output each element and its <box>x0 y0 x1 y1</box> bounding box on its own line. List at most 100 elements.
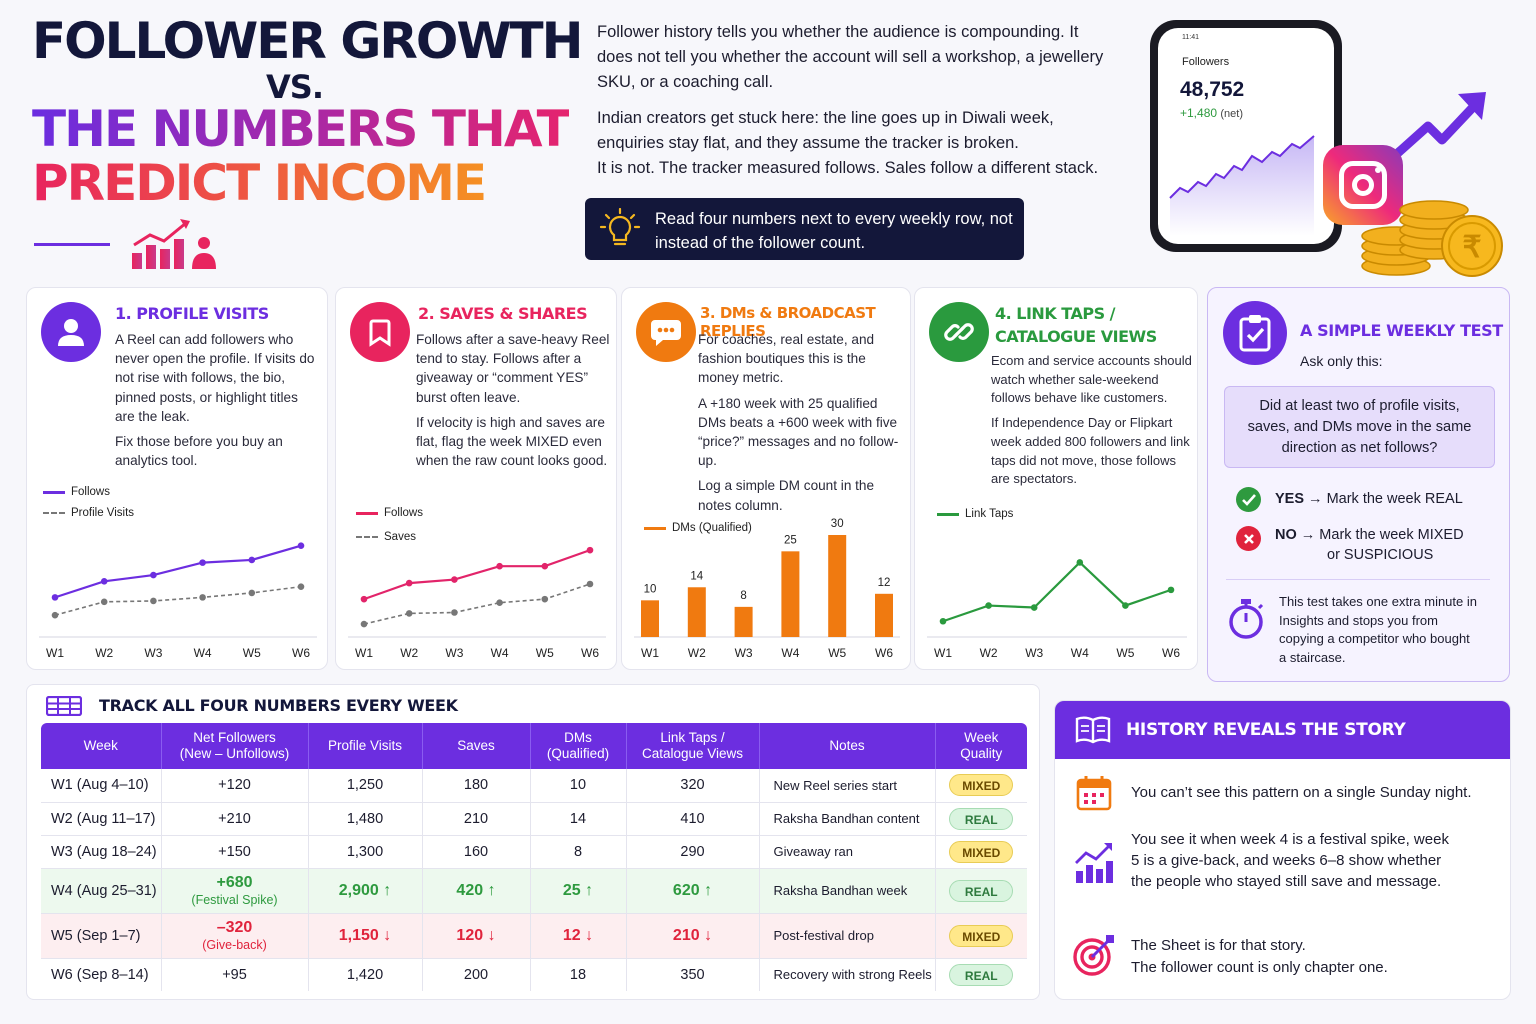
cell-dms: 12 ↓ <box>530 913 627 959</box>
legend-label: Follows <box>384 507 423 519</box>
arrow-up-icon: ↑ <box>487 881 496 899</box>
column-header: Saves <box>422 723 531 769</box>
data-point <box>1076 559 1084 566</box>
weekly-test-footer: This test takes one extra minute in Insi… <box>1279 594 1477 665</box>
data-point <box>451 576 458 583</box>
cell-value: 420 <box>456 881 484 899</box>
cell-taps: 320 <box>626 769 760 803</box>
legend-item: Profile Visits <box>43 507 134 519</box>
title-line1: FOLLOWER GROWTH <box>32 12 583 70</box>
card-saves-shares: 2. SAVES & SHARES Follows after a save-h… <box>335 287 617 670</box>
no-x-icon <box>1236 526 1261 551</box>
cell-week: W4 (Aug 25–31) <box>41 868 162 914</box>
title-line4: PREDICT INCOME <box>32 154 487 212</box>
yes-row: YES → Mark the week REAL <box>1275 491 1463 507</box>
legend-label: Profile Visits <box>71 507 135 519</box>
chart-link-taps: W1 W2 W3 W4 W5 W6 <box>927 559 1187 660</box>
intro-paragraph-2: Indian creators get stuck here: the line… <box>597 109 1054 152</box>
data-point <box>451 609 458 616</box>
cell-week: W3 (Aug 18–24) <box>41 835 162 869</box>
cell-taps: 350 <box>626 958 760 991</box>
column-header: Profile Visits <box>308 723 423 769</box>
cell-taps: 620 ↑ <box>626 868 760 914</box>
phone-followers-label: Followers <box>1182 56 1230 68</box>
cell-notes: Raksha Bandhan week <box>759 868 936 914</box>
no-text: → Mark the week MIXED <box>1300 527 1464 543</box>
history-item-3: The Sheet is for that story. The follower… <box>1131 935 1471 979</box>
cell-net: +95 <box>161 958 309 991</box>
user-icon <box>41 302 101 362</box>
cell-visits: 2,900 ↑ <box>308 868 423 914</box>
cell-dms: 14 <box>530 802 627 836</box>
cell-value: 25 <box>562 881 581 899</box>
clipboard-check-icon <box>1223 301 1287 365</box>
card-body: A Reel can add followers who never open … <box>115 330 320 476</box>
legend-item: Follows <box>356 507 423 519</box>
growth-people-icon <box>132 219 216 269</box>
phone-net-change: +1,480 (net) <box>1180 106 1243 120</box>
cell-saves: 120 ↓ <box>422 913 531 959</box>
card-link-taps: 4. LINK TAPS / CATALOGUE VIEWS Ecom and … <box>914 287 1198 670</box>
bar-data-label: 8 <box>740 590 746 602</box>
cell-dms: 25 ↑ <box>530 868 627 914</box>
legend-label: Saves <box>384 531 416 543</box>
legend-label: DMs (Qualified) <box>672 522 752 534</box>
weekly-test-ask: Ask only this: <box>1300 353 1383 369</box>
cell-net: +150 <box>161 835 309 869</box>
cell-value: 1,150 <box>338 926 379 944</box>
weekly-test-title: A SIMPLE WEEKLY TEST <box>1300 321 1503 340</box>
cell-quality: MIXED <box>935 913 1027 959</box>
cell-notes: Giveaway ran <box>759 835 936 869</box>
series-line <box>363 583 591 625</box>
x-tick-label: W5 <box>1116 646 1134 660</box>
cell-visits: 1,420 <box>308 958 423 991</box>
cell-week: W1 (Aug 4–10) <box>41 769 162 803</box>
x-tick-label: W1 <box>934 646 952 660</box>
card-body: For coaches, real estate, and fashion bo… <box>698 330 903 521</box>
legend-label: Follows <box>71 486 110 498</box>
quality-badge: REAL <box>949 879 1014 902</box>
history-item-1: You can’t see this pattern on a single S… <box>1131 784 1472 801</box>
net-note: (Give-back) <box>202 938 267 952</box>
x-tick-label: W2 <box>95 646 113 660</box>
table-row: W5 (Sep 1–7) –320 (Give-back) 1,150 ↓ 120… <box>41 913 1027 959</box>
x-tick-label: W5 <box>828 646 846 660</box>
quality-badge: MIXED <box>949 774 1014 797</box>
x-tick-label: W6 <box>1162 646 1180 660</box>
data-point <box>586 546 594 554</box>
history-item-2: You see it when week 4 is a festival spi… <box>1131 831 1449 890</box>
intro-paragraph-3: It is not. The tracker measured follows.… <box>597 159 1099 177</box>
calendar-icon <box>1076 776 1112 811</box>
data-point <box>1030 604 1038 611</box>
arrow-up-icon: ↑ <box>585 881 594 899</box>
intro-paragraph-1: Follower history tells you whether the a… <box>597 23 1104 91</box>
bar-growth-icon <box>1075 843 1113 883</box>
instagram-icon <box>1323 145 1403 225</box>
card-title: 1. PROFILE VISITS <box>115 304 269 323</box>
x-tick-label: W3 <box>735 646 753 660</box>
cell-saves: 200 <box>422 958 531 991</box>
x-tick-label: W4 <box>1071 646 1089 660</box>
cell-week: W5 (Sep 1–7) <box>41 913 162 959</box>
series-line <box>363 549 591 601</box>
table-row: W2 (Aug 11–17) +210 1,480 210 14 410 Rak… <box>41 802 1027 836</box>
data-point <box>405 579 413 587</box>
history-card: HISTORY REVEALS THE STORY You can’t see … <box>1054 700 1511 1000</box>
column-header: Week <box>41 723 162 769</box>
card-paragraph: If Independence Day or Flipkart week add… <box>991 415 1190 487</box>
bar-data-label: 30 <box>831 518 844 530</box>
cell-net: +210 <box>161 802 309 836</box>
cell-quality: MIXED <box>935 769 1027 803</box>
callout-text: Read four numbers next to every weekly r… <box>655 210 1013 252</box>
card-title: 2. SAVES & SHARES <box>418 304 588 323</box>
bar <box>734 606 753 637</box>
table-row: W6 (Sep 8–14) +95 1,420 200 18 350 Recov… <box>41 958 1027 991</box>
bar <box>687 587 706 637</box>
cell-value: 210 <box>672 926 700 944</box>
arrow-down-icon: ↓ <box>487 926 496 944</box>
cell-saves: 160 <box>422 835 531 869</box>
bar <box>828 535 847 637</box>
data-point <box>51 611 59 619</box>
cell-net: +680 (Festival Spike) <box>161 868 309 914</box>
stopwatch-icon <box>1229 599 1264 639</box>
